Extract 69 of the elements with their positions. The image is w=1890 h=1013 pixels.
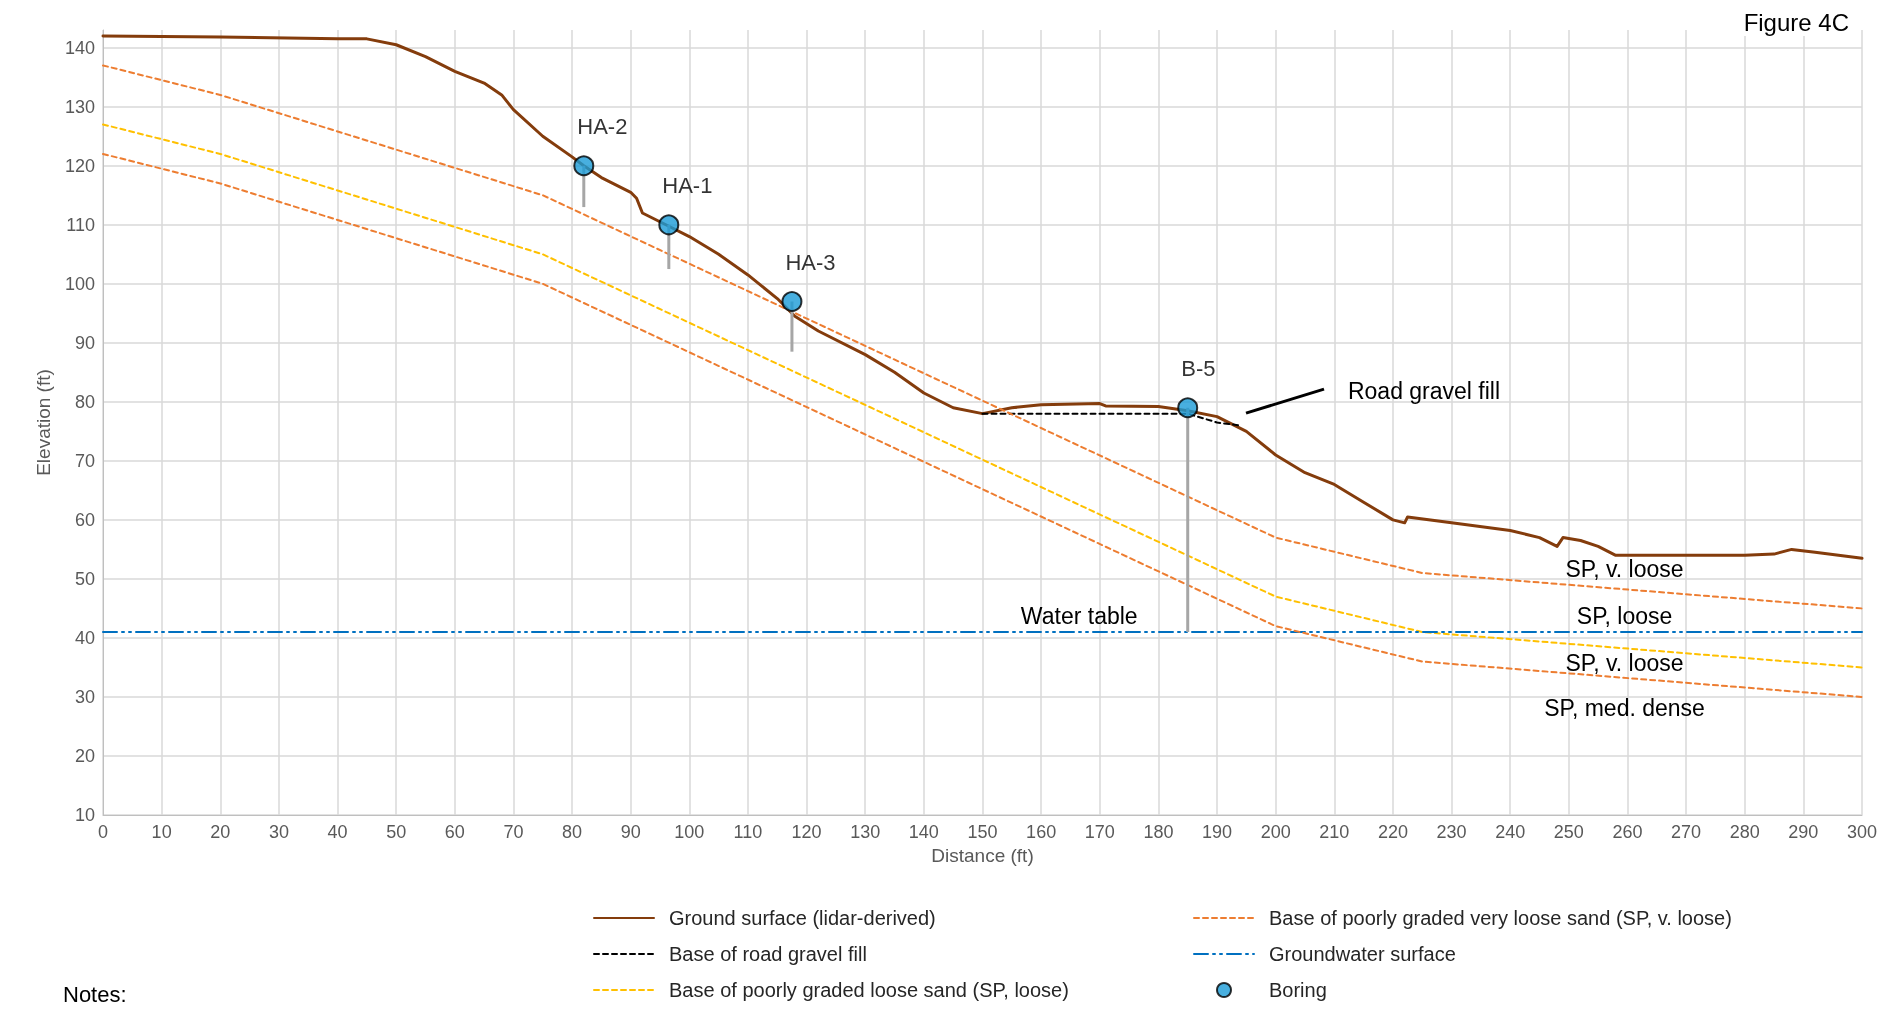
- x-axis-title: Distance (ft): [931, 844, 1034, 866]
- y-tick-label: 120: [64, 155, 95, 176]
- y-tick-label: 130: [64, 96, 95, 117]
- y-tick-label: 90: [74, 332, 95, 353]
- x-tick-label: 260: [1612, 822, 1643, 842]
- x-tick-label: 50: [386, 822, 407, 842]
- x-tick-label: 100: [674, 822, 705, 842]
- annotation: SP, loose: [1576, 602, 1673, 629]
- data-label: HA-2: [577, 113, 628, 139]
- y-tick-label: 70: [74, 450, 95, 471]
- annotation: Figure 4C: [1743, 8, 1849, 36]
- x-tick-label: 280: [1729, 822, 1760, 842]
- y-tick-label: 10: [74, 805, 95, 825]
- x-tick-label: 160: [1026, 822, 1057, 842]
- x-tick-label: 0: [97, 822, 109, 842]
- x-tick-label: 230: [1436, 822, 1467, 842]
- legend-label: Groundwater surface: [1269, 943, 1456, 965]
- y-tick-label: 30: [74, 686, 95, 707]
- annotation: SP, v. loose: [1565, 555, 1684, 582]
- x-tick-label: 290: [1788, 822, 1819, 842]
- annotation: Road gravel fill: [1347, 378, 1501, 405]
- x-tick-label: 220: [1377, 822, 1408, 842]
- point: [781, 291, 803, 312]
- x-tick-label: 300: [1846, 822, 1878, 842]
- y-tick-label: 140: [64, 37, 95, 58]
- x-tick-label: 80: [562, 822, 583, 842]
- legend-label: Boring: [1269, 979, 1327, 1001]
- data-label: HA-3: [785, 249, 836, 275]
- y-tick-label: 50: [74, 568, 95, 589]
- text: Notes:: [63, 981, 127, 1007]
- x-tick-label: 150: [967, 822, 998, 842]
- legend-label: Ground surface (lidar-derived): [669, 907, 936, 929]
- x-tick-label: 70: [503, 822, 524, 842]
- annotation: SP, v. loose: [1565, 649, 1684, 676]
- x-tick-label: 180: [1143, 822, 1174, 842]
- annotation: Water table: [1020, 602, 1138, 629]
- x-tick-label: 120: [791, 822, 822, 842]
- y-tick-label: 110: [66, 214, 95, 235]
- x-tick-label: 40: [327, 822, 348, 842]
- x-tick-label: 240: [1495, 822, 1526, 842]
- data-label: B-5: [1181, 355, 1216, 381]
- x-tick-label: 20: [210, 822, 231, 842]
- x-tick-label: 10: [151, 822, 172, 842]
- legend-label: Base of road gravel fill: [669, 943, 867, 965]
- x-tick-label: 30: [268, 822, 289, 842]
- x-tick-label: 140: [908, 822, 939, 842]
- x-tick-label: 190: [1202, 822, 1233, 842]
- legend-label: Base of poorly graded loose sand (SP, loose): [669, 979, 1069, 1001]
- y-tick-label: 40: [74, 627, 95, 648]
- legend-label: Base of poorly graded very loose sand (SP, v. loose): [1269, 907, 1732, 929]
- x-tick-label: 250: [1553, 822, 1584, 842]
- x-tick-label: 170: [1084, 822, 1115, 842]
- annotation: SP, med. dense: [1544, 695, 1705, 722]
- x-tick-label: 210: [1319, 822, 1350, 842]
- x-tick-label: 130: [850, 822, 881, 842]
- data-label: HA-1: [662, 172, 713, 198]
- y-tick-label: 100: [64, 273, 95, 294]
- point: [658, 214, 680, 236]
- y-tick-label: 20: [74, 745, 95, 766]
- y-tick-label: 60: [74, 509, 95, 530]
- y-axis-title: Elevation (ft): [33, 369, 54, 476]
- x-tick-label: 110: [733, 822, 763, 842]
- point: [573, 155, 595, 177]
- x-tick-label: 200: [1260, 822, 1291, 842]
- x-tick-label: 270: [1671, 822, 1702, 842]
- x-tick-label: 60: [444, 822, 465, 842]
- point: [1177, 397, 1199, 419]
- x-tick-label: 90: [620, 822, 641, 842]
- y-tick-label: 80: [74, 391, 95, 412]
